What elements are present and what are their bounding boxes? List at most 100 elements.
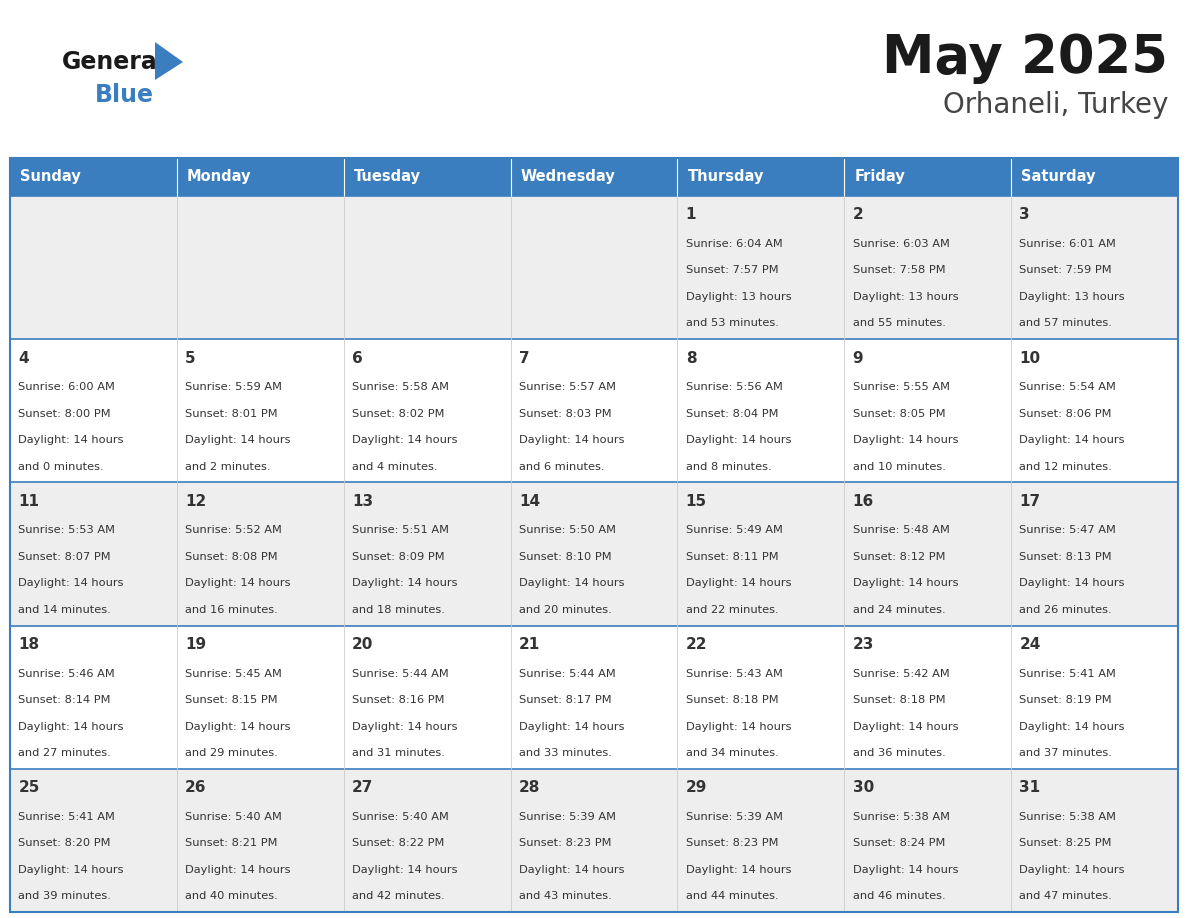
Text: and 31 minutes.: and 31 minutes. [352,748,446,758]
Bar [10,339,177,482]
Text: Sunrise: 5:54 AM: Sunrise: 5:54 AM [1019,382,1117,392]
Bar [1011,625,1178,768]
Bar [10,625,177,768]
Text: 13: 13 [352,494,373,509]
Text: 3: 3 [1019,207,1030,222]
Text: Sunset: 8:03 PM: Sunset: 8:03 PM [519,409,612,419]
Bar [343,625,511,768]
Bar [10,158,177,196]
Bar [177,196,343,339]
Text: Daylight: 14 hours: Daylight: 14 hours [685,722,791,732]
Text: 18: 18 [18,637,39,652]
Text: 30: 30 [853,780,874,795]
Text: Sunrise: 5:41 AM: Sunrise: 5:41 AM [18,812,115,822]
Text: Sunrise: 5:55 AM: Sunrise: 5:55 AM [853,382,949,392]
Text: Sunset: 8:15 PM: Sunset: 8:15 PM [185,695,278,705]
Bar [511,196,677,339]
Text: 21: 21 [519,637,541,652]
Text: Sunset: 8:09 PM: Sunset: 8:09 PM [352,552,444,562]
Text: Daylight: 14 hours: Daylight: 14 hours [853,435,959,445]
Bar [1011,768,1178,912]
Text: Daylight: 14 hours: Daylight: 14 hours [185,865,291,875]
Text: Sunset: 8:08 PM: Sunset: 8:08 PM [185,552,278,562]
Text: Sunset: 8:20 PM: Sunset: 8:20 PM [18,838,110,848]
Text: Sunset: 8:01 PM: Sunset: 8:01 PM [185,409,278,419]
Text: and 53 minutes.: and 53 minutes. [685,319,778,329]
Text: and 10 minutes.: and 10 minutes. [853,462,946,472]
Bar [10,196,177,339]
Text: Daylight: 14 hours: Daylight: 14 hours [185,722,291,732]
Text: Daylight: 14 hours: Daylight: 14 hours [853,578,959,588]
Bar [677,482,845,625]
Text: 31: 31 [1019,780,1041,795]
Text: Sunrise: 5:44 AM: Sunrise: 5:44 AM [352,668,449,678]
Bar [511,158,677,196]
Text: Daylight: 14 hours: Daylight: 14 hours [18,435,124,445]
Text: and 44 minutes.: and 44 minutes. [685,891,778,901]
Text: and 33 minutes.: and 33 minutes. [519,748,612,758]
Text: 16: 16 [853,494,874,509]
Text: Sunrise: 5:38 AM: Sunrise: 5:38 AM [1019,812,1117,822]
Text: Daylight: 14 hours: Daylight: 14 hours [519,435,625,445]
Text: Sunrise: 5:44 AM: Sunrise: 5:44 AM [519,668,615,678]
Text: Daylight: 14 hours: Daylight: 14 hours [685,578,791,588]
Bar [177,482,343,625]
Bar [10,158,1178,912]
Bar [511,768,677,912]
Bar [511,339,677,482]
Bar [845,339,1011,482]
Bar [677,196,845,339]
Text: Sunset: 8:00 PM: Sunset: 8:00 PM [18,409,110,419]
Text: Blue: Blue [95,83,154,107]
Bar [10,482,177,625]
Text: and 46 minutes.: and 46 minutes. [853,891,946,901]
Text: Sunday: Sunday [20,170,81,185]
Bar [677,768,845,912]
Bar [1011,339,1178,482]
Text: and 8 minutes.: and 8 minutes. [685,462,771,472]
Text: and 55 minutes.: and 55 minutes. [853,319,946,329]
Text: Sunrise: 6:00 AM: Sunrise: 6:00 AM [18,382,115,392]
Bar [343,196,511,339]
Text: Sunset: 8:21 PM: Sunset: 8:21 PM [185,838,278,848]
Text: 25: 25 [18,780,39,795]
Bar [177,768,343,912]
Text: Daylight: 13 hours: Daylight: 13 hours [685,292,791,302]
Text: Sunset: 8:12 PM: Sunset: 8:12 PM [853,552,946,562]
Text: Daylight: 14 hours: Daylight: 14 hours [18,578,124,588]
Text: 10: 10 [1019,351,1041,365]
Bar [845,158,1011,196]
Text: Sunset: 8:04 PM: Sunset: 8:04 PM [685,409,778,419]
Text: 29: 29 [685,780,707,795]
Bar [677,625,845,768]
Text: 27: 27 [352,780,373,795]
Text: Daylight: 14 hours: Daylight: 14 hours [853,865,959,875]
Text: Sunset: 8:05 PM: Sunset: 8:05 PM [853,409,946,419]
Text: Sunrise: 5:41 AM: Sunrise: 5:41 AM [1019,668,1117,678]
Text: Sunrise: 5:40 AM: Sunrise: 5:40 AM [352,812,449,822]
Text: Sunrise: 5:38 AM: Sunrise: 5:38 AM [853,812,949,822]
Bar [845,768,1011,912]
Text: Daylight: 14 hours: Daylight: 14 hours [1019,578,1125,588]
Text: 9: 9 [853,351,864,365]
Text: and 37 minutes.: and 37 minutes. [1019,748,1112,758]
Text: Sunrise: 6:01 AM: Sunrise: 6:01 AM [1019,239,1117,249]
Text: Sunrise: 5:57 AM: Sunrise: 5:57 AM [519,382,615,392]
Text: Sunrise: 5:49 AM: Sunrise: 5:49 AM [685,525,783,535]
Text: and 26 minutes.: and 26 minutes. [1019,605,1112,615]
Text: Sunrise: 5:46 AM: Sunrise: 5:46 AM [18,668,115,678]
Text: Sunrise: 5:39 AM: Sunrise: 5:39 AM [685,812,783,822]
Text: Sunset: 8:18 PM: Sunset: 8:18 PM [853,695,946,705]
Bar [845,482,1011,625]
Text: Sunset: 8:13 PM: Sunset: 8:13 PM [1019,552,1112,562]
Text: 4: 4 [18,351,29,365]
Text: Sunset: 8:24 PM: Sunset: 8:24 PM [853,838,944,848]
Text: 20: 20 [352,637,373,652]
Text: Daylight: 14 hours: Daylight: 14 hours [352,578,457,588]
Text: Sunset: 8:14 PM: Sunset: 8:14 PM [18,695,110,705]
Text: and 14 minutes.: and 14 minutes. [18,605,112,615]
Text: Sunrise: 5:53 AM: Sunrise: 5:53 AM [18,525,115,535]
Text: Daylight: 14 hours: Daylight: 14 hours [18,865,124,875]
Text: General: General [62,50,166,74]
Text: Daylight: 14 hours: Daylight: 14 hours [352,865,457,875]
